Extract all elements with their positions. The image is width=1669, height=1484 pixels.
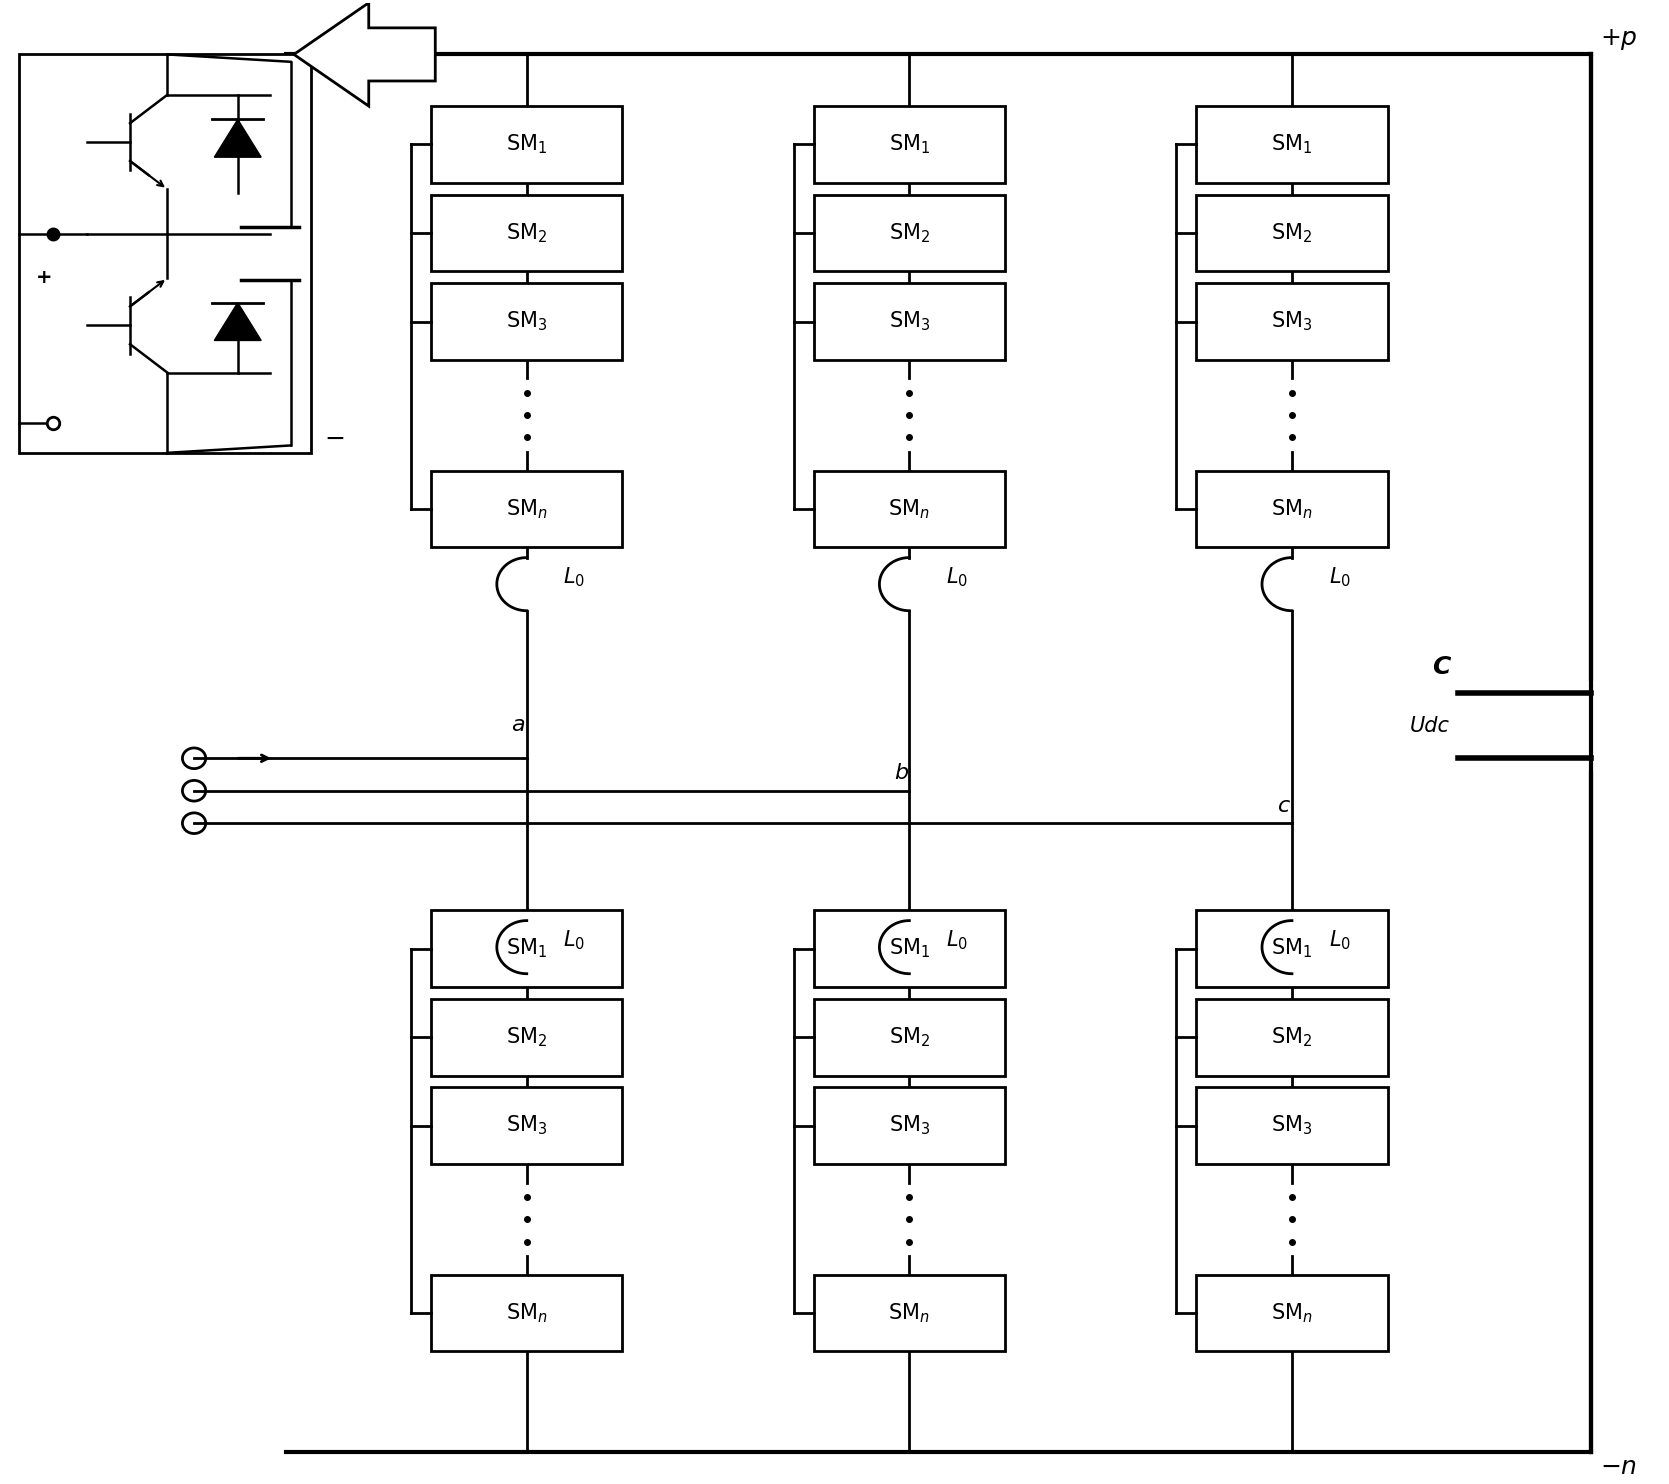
Bar [1197, 194, 1387, 272]
Text: SM$_n$: SM$_n$ [1272, 497, 1314, 521]
Text: $L_0$: $L_0$ [564, 928, 586, 951]
Bar [20, 55, 310, 453]
Text: SM$_1$: SM$_1$ [888, 132, 930, 156]
Text: SM$_3$: SM$_3$ [506, 1114, 547, 1138]
Text: SM$_2$: SM$_2$ [506, 221, 547, 245]
Bar [431, 283, 623, 359]
Text: $-$: $-$ [324, 426, 344, 450]
Text: SM$_2$: SM$_2$ [1272, 221, 1312, 245]
Bar [1197, 1088, 1387, 1163]
Text: $a$: $a$ [511, 715, 526, 735]
Bar [814, 1275, 1005, 1352]
Bar [431, 1088, 623, 1163]
Bar [431, 999, 623, 1076]
Text: SM$_n$: SM$_n$ [506, 497, 547, 521]
Text: $L_0$: $L_0$ [946, 565, 968, 589]
Text: $+p$: $+p$ [1599, 27, 1637, 52]
Text: SM$_1$: SM$_1$ [1272, 132, 1312, 156]
Text: SM$_3$: SM$_3$ [506, 310, 547, 334]
Bar [1197, 910, 1387, 987]
Bar [1197, 1275, 1387, 1352]
Bar [814, 910, 1005, 987]
Bar [431, 194, 623, 272]
Text: $L_0$: $L_0$ [1329, 928, 1350, 951]
Bar [814, 999, 1005, 1076]
Bar [814, 470, 1005, 548]
Text: +: + [324, 59, 342, 79]
Text: SM$_1$: SM$_1$ [506, 936, 547, 960]
Text: $L_0$: $L_0$ [564, 565, 586, 589]
Polygon shape [214, 119, 260, 157]
Polygon shape [294, 3, 436, 105]
Text: SM$_3$: SM$_3$ [1272, 310, 1314, 334]
Bar [431, 1275, 623, 1352]
Polygon shape [214, 303, 260, 340]
Text: C: C [1432, 654, 1450, 678]
Text: SM$_n$: SM$_n$ [506, 1301, 547, 1325]
Text: Udc: Udc [1410, 715, 1450, 736]
Text: SM$_2$: SM$_2$ [1272, 1025, 1312, 1049]
Text: SM$_n$: SM$_n$ [888, 1301, 930, 1325]
Bar [431, 910, 623, 987]
Bar [1197, 283, 1387, 359]
Text: SM$_1$: SM$_1$ [506, 132, 547, 156]
Text: SM$_2$: SM$_2$ [506, 1025, 547, 1049]
Text: SM$_n$: SM$_n$ [1272, 1301, 1314, 1325]
Text: SM$_n$: SM$_n$ [888, 497, 930, 521]
Bar [431, 470, 623, 548]
Text: SM$_2$: SM$_2$ [888, 221, 930, 245]
Text: SM$_3$: SM$_3$ [1272, 1114, 1314, 1138]
Text: SM$_3$: SM$_3$ [888, 310, 930, 334]
Text: $-n$: $-n$ [1599, 1454, 1637, 1478]
Bar [814, 194, 1005, 272]
Bar [1197, 999, 1387, 1076]
Text: $c$: $c$ [1277, 795, 1290, 816]
Text: SM$_3$: SM$_3$ [888, 1114, 930, 1138]
Text: $L_0$: $L_0$ [1329, 565, 1350, 589]
Text: SM$_1$: SM$_1$ [888, 936, 930, 960]
Bar [814, 105, 1005, 183]
Text: $L_0$: $L_0$ [946, 928, 968, 951]
Text: SM$_1$: SM$_1$ [1272, 936, 1312, 960]
Bar [1197, 105, 1387, 183]
Text: SM$_2$: SM$_2$ [888, 1025, 930, 1049]
Bar [814, 283, 1005, 359]
Bar [814, 1088, 1005, 1163]
Text: $b$: $b$ [893, 763, 908, 784]
Bar [431, 105, 623, 183]
Text: +: + [37, 269, 53, 288]
Bar [1197, 470, 1387, 548]
